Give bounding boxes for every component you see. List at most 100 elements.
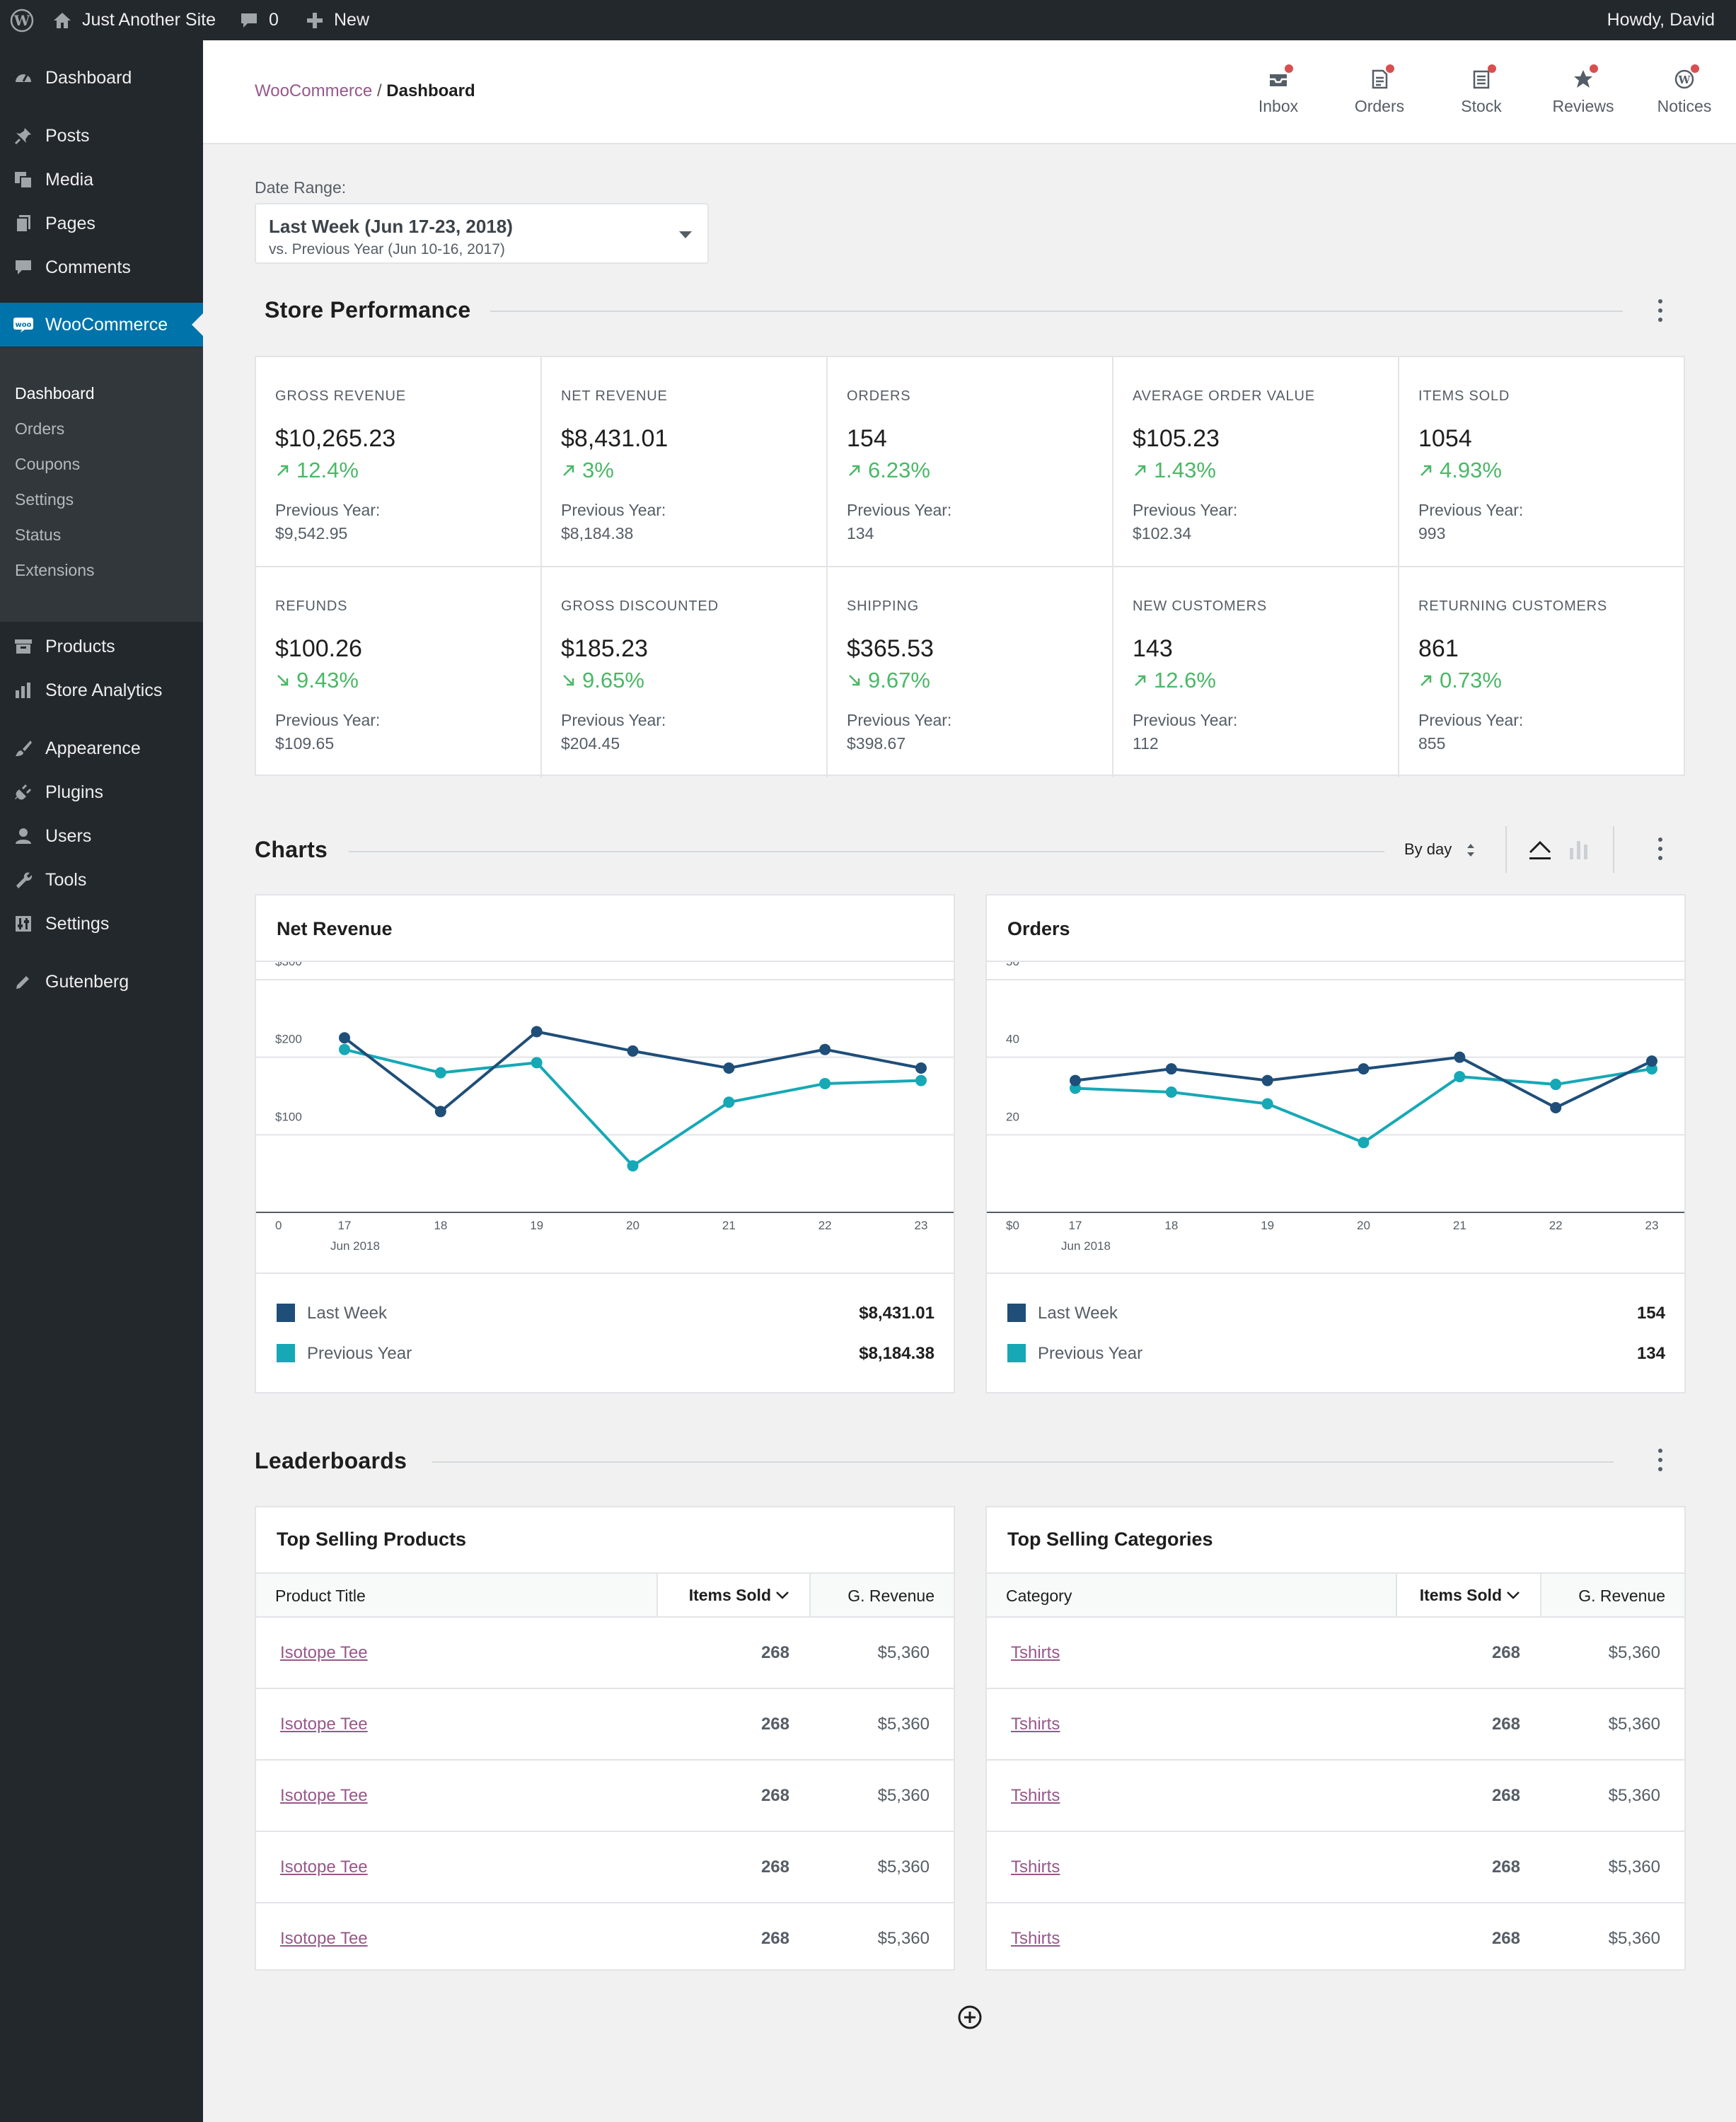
arrow-down-right-icon (563, 675, 574, 686)
stat-prev-label: Previous Year: (1418, 501, 1524, 519)
add-section-button[interactable] (957, 2005, 983, 2030)
sidebar-item-settings[interactable]: Settings (0, 902, 203, 946)
stat-card[interactable]: ITEMS SOLD 1054 4.93% Previous Year: 993 (1399, 357, 1685, 567)
stat-card[interactable]: NEW CUSTOMERS 143 12.6% Previous Year: 112 (1113, 567, 1399, 777)
stock-icon (1471, 64, 1496, 90)
notices-button[interactable]: W Notices (1638, 64, 1730, 125)
stat-label: NET REVENUE (561, 388, 668, 404)
item-link[interactable]: Tshirts (1011, 1715, 1060, 1734)
stat-delta: 9.67% (847, 668, 930, 693)
item-link[interactable]: Isotope Tee (280, 1786, 368, 1805)
items-sold-cell: 268 (760, 1715, 789, 1734)
item-link[interactable]: Isotope Tee (280, 1715, 368, 1734)
dashboard-icon (13, 67, 34, 88)
comment-icon (241, 13, 257, 28)
wordpress-logo-icon[interactable]: W (10, 0, 34, 40)
item-link[interactable]: Tshirts (1011, 1857, 1060, 1877)
sidebar-item-dashboard[interactable]: Dashboard (0, 56, 203, 100)
submenu-item-settings[interactable]: Settings (15, 490, 74, 509)
reviews-button[interactable]: Reviews (1537, 64, 1629, 125)
item-link[interactable]: Isotope Tee (280, 1857, 368, 1877)
submenu-item-coupons[interactable]: Coupons (15, 455, 81, 473)
data-point (723, 1096, 735, 1108)
item-link[interactable]: Tshirts (1011, 1786, 1060, 1805)
caret-down-icon (679, 231, 692, 238)
stock-button[interactable]: Stock (1435, 64, 1527, 125)
store-performance-title: Store Performance (265, 297, 471, 323)
plug-icon (13, 782, 34, 803)
line-chart-toggle-icon[interactable] (1528, 837, 1552, 864)
submenu-item-extensions[interactable]: Extensions (15, 561, 95, 579)
bar-chart-toggle-icon[interactable] (1567, 837, 1591, 864)
stat-card[interactable]: RETURNING CUSTOMERS 861 0.73% Previous Year… (1399, 567, 1685, 777)
sidebar-item-posts[interactable]: Posts (0, 114, 203, 158)
item-link[interactable]: Isotope Tee (280, 1929, 368, 1948)
stat-card[interactable]: NET REVENUE $8,431.01 3% Previous Year: $8,1… (542, 357, 828, 567)
stat-card[interactable]: GROSS REVENUE $10,265.23 12.4% Previous Yea… (256, 357, 542, 567)
store-performance-menu-icon[interactable] (1656, 296, 1665, 325)
interval-select[interactable]: By day (1404, 840, 1476, 859)
sidebar-item-plugins[interactable]: Plugins (0, 770, 203, 814)
submenu-item-dashboard[interactable]: Dashboard (15, 384, 95, 402)
stat-prev-label: Previous Year: (561, 501, 666, 519)
submenu-item-status[interactable]: Status (15, 526, 62, 544)
woo-icon: woo (13, 314, 34, 335)
column-header-product-title[interactable]: Product Title (275, 1587, 366, 1605)
x-tick-label: 22 (818, 1219, 832, 1232)
sidebar-item-tools[interactable]: Tools (0, 858, 203, 902)
column-header-revenue[interactable]: G. Revenue (847, 1587, 934, 1605)
stat-prev-value: 855 (1418, 734, 1446, 753)
date-range-select[interactable]: Last Week (Jun 17-23, 2018) vs. Previous… (255, 203, 709, 264)
y-tick-label: 40 (1006, 1033, 1019, 1046)
data-point (915, 1074, 927, 1086)
sidebar-item-users[interactable]: Users (0, 814, 203, 858)
data-point (1165, 1063, 1177, 1075)
inbox-button[interactable]: Inbox (1232, 64, 1324, 125)
series-line-previous-year (344, 1048, 922, 1168)
orders-button[interactable]: Orders (1333, 64, 1425, 125)
legend-last-week[interactable]: Last Week $8,431.01 (277, 1302, 934, 1323)
wrench-icon (13, 869, 34, 891)
item-link[interactable]: Isotope Tee (280, 1643, 368, 1662)
sidebar-item-products[interactable]: Products (0, 625, 203, 668)
sidebar-item-store-analytics[interactable]: Store Analytics (0, 668, 203, 712)
legend-previous-year[interactable]: Previous Year $8,184.38 (277, 1343, 934, 1364)
stat-prev-label: Previous Year: (847, 711, 952, 729)
column-header-items-sold[interactable]: Items Sold (1396, 1574, 1541, 1616)
stat-card[interactable]: REFUNDS $100.26 9.43% Previous Year: $109.65 (256, 567, 542, 777)
stat-prev-value: $9,542.95 (275, 524, 348, 543)
column-header-items-sold[interactable]: Items Sold (656, 1574, 811, 1616)
stat-card[interactable]: AVERAGE ORDER VALUE $105.23 1.43% Previous … (1113, 357, 1399, 567)
site-name-link[interactable]: Just Another Site (52, 0, 216, 40)
new-content-link[interactable]: New (306, 0, 369, 40)
user-greeting[interactable]: Howdy, David (1607, 10, 1715, 30)
data-point (1454, 1071, 1466, 1083)
sidebar-item-appearance[interactable]: Appearence (0, 726, 203, 770)
item-link[interactable]: Tshirts (1011, 1643, 1060, 1662)
orders-chart: $0 20 40 50 17 18 19 20 21 22 23 Jun 2018 (987, 962, 1684, 1253)
stat-card[interactable]: GROSS DISCOUNTED $185.23 9.65% Previous Yea… (542, 567, 828, 777)
stat-prev-label: Previous Year: (847, 501, 952, 519)
sidebar-item-pages[interactable]: Pages (0, 202, 203, 245)
comments-link[interactable]: 0 (239, 0, 279, 40)
column-header-revenue[interactable]: G. Revenue (1578, 1587, 1665, 1605)
charts-menu-icon[interactable] (1656, 835, 1665, 863)
legend-previous-year[interactable]: Previous Year 134 (1007, 1343, 1665, 1364)
leaderboards-menu-icon[interactable] (1656, 1446, 1665, 1474)
sidebar-item-media[interactable]: Media (0, 158, 203, 202)
plus-icon (307, 12, 323, 28)
breadcrumb-woocommerce-link[interactable]: WooCommerce (255, 81, 373, 100)
interval-label: By day (1404, 840, 1452, 858)
data-point (1070, 1082, 1081, 1094)
legend-last-week[interactable]: Last Week 154 (1007, 1302, 1665, 1323)
arrow-up-right-icon (563, 465, 574, 476)
sidebar-item-comments[interactable]: Comments (0, 245, 203, 289)
stat-card[interactable]: SHIPPING $365.53 9.67% Previous Year: $398.6… (828, 567, 1113, 777)
data-point (1358, 1063, 1370, 1075)
item-link[interactable]: Tshirts (1011, 1929, 1060, 1948)
stat-card[interactable]: ORDERS 154 6.23% Previous Year: 134 (828, 357, 1113, 567)
column-header-category[interactable]: Category (1006, 1587, 1072, 1605)
sidebar-item-woocommerce[interactable]: woo WooCommerce (0, 303, 203, 347)
submenu-item-orders[interactable]: Orders (15, 419, 65, 438)
sidebar-item-gutenberg[interactable]: Gutenberg (0, 960, 203, 1004)
